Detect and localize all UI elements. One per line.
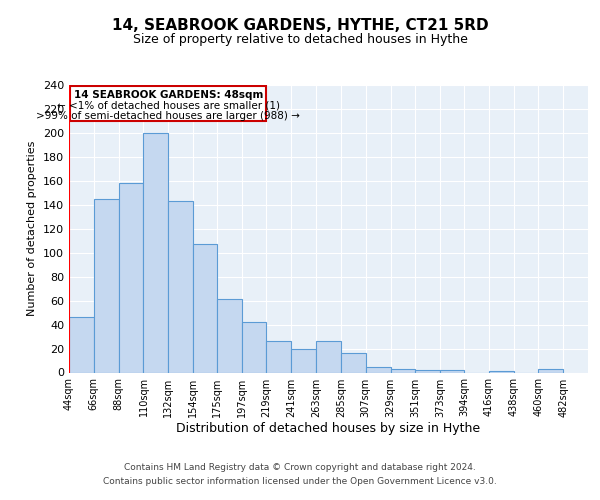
Y-axis label: Number of detached properties: Number of detached properties <box>28 141 37 316</box>
Bar <box>391 369 415 372</box>
Bar <box>440 370 464 372</box>
Bar <box>143 133 168 372</box>
FancyBboxPatch shape <box>70 86 266 121</box>
Bar <box>217 300 242 372</box>
Bar <box>193 244 217 372</box>
Text: Contains HM Land Registry data © Crown copyright and database right 2024.: Contains HM Land Registry data © Crown c… <box>124 464 476 472</box>
Bar <box>119 183 143 372</box>
Text: Size of property relative to detached houses in Hythe: Size of property relative to detached ho… <box>133 32 467 46</box>
Text: 14, SEABROOK GARDENS, HYTHE, CT21 5RD: 14, SEABROOK GARDENS, HYTHE, CT21 5RD <box>112 18 488 32</box>
Text: ← <1% of detached houses are smaller (1): ← <1% of detached houses are smaller (1) <box>57 100 280 110</box>
Text: Contains public sector information licensed under the Open Government Licence v3: Contains public sector information licen… <box>103 477 497 486</box>
Bar <box>94 199 119 372</box>
Text: 14 SEABROOK GARDENS: 48sqm: 14 SEABROOK GARDENS: 48sqm <box>74 90 263 100</box>
Bar <box>242 322 266 372</box>
Bar <box>266 342 291 372</box>
Bar <box>341 354 366 372</box>
Bar <box>316 342 341 372</box>
Bar <box>415 370 440 372</box>
Text: >99% of semi-detached houses are larger (988) →: >99% of semi-detached houses are larger … <box>37 112 300 122</box>
Bar <box>69 318 94 372</box>
X-axis label: Distribution of detached houses by size in Hythe: Distribution of detached houses by size … <box>176 422 481 436</box>
Bar <box>168 201 193 372</box>
Bar <box>366 366 391 372</box>
Bar <box>538 369 563 372</box>
Bar <box>291 348 316 372</box>
